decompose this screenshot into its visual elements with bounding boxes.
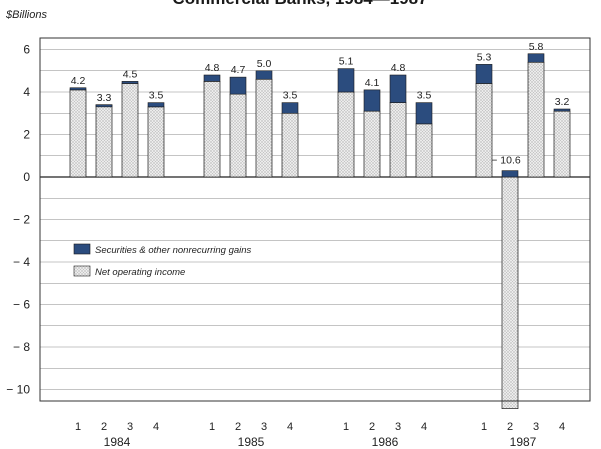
bar-net-operating xyxy=(415,123,433,178)
bar-securities-gains xyxy=(527,53,545,63)
bar-net-operating xyxy=(337,91,355,178)
data-label: 4.1 xyxy=(365,77,380,89)
x-tick-quarter: 3 xyxy=(261,421,267,433)
x-tick-year: 1986 xyxy=(372,435,399,449)
x-tick-quarter: 3 xyxy=(127,421,133,433)
x-tick-quarter: 2 xyxy=(507,421,513,433)
y-tick-label: − 6 xyxy=(13,298,30,312)
data-label: 5.8 xyxy=(529,41,544,53)
bar-net-operating xyxy=(203,81,221,178)
legend-swatch-securities xyxy=(73,243,91,255)
bar-net-operating xyxy=(553,110,571,178)
data-label: 3.5 xyxy=(417,90,432,102)
x-tick-quarter: 1 xyxy=(343,421,349,433)
bar-net-operating xyxy=(363,110,381,178)
bar-net-operating xyxy=(281,112,299,178)
bar-net-operating xyxy=(121,83,139,178)
data-labels: 4.2 3.3 4.5 3.5 4.8 4.7 5.0 3.5 5.1 4.1 4.8 3.5 5.3 −… xyxy=(71,41,570,167)
bar-net-operating xyxy=(527,61,545,178)
x-tick-quarter: 4 xyxy=(153,421,159,433)
data-label: 3.2 xyxy=(555,96,570,108)
legend-label-net-operating: Net operating income xyxy=(95,267,185,278)
bar-securities-gains xyxy=(337,68,355,93)
x-tick-year: 1984 xyxy=(104,435,131,449)
y-tick-label: 4 xyxy=(23,85,30,99)
y-tick-label: − 8 xyxy=(13,340,30,354)
data-label: 4.7 xyxy=(231,64,246,76)
x-tick-quarter: 4 xyxy=(559,421,565,433)
bar-securities-gains xyxy=(255,70,273,80)
data-label: 4.2 xyxy=(71,75,86,87)
plot-frame xyxy=(39,37,591,402)
x-tick-quarter: 4 xyxy=(421,421,427,433)
bar-net-operating xyxy=(69,89,87,178)
bar-securities-gains xyxy=(501,170,519,178)
data-label: 5.3 xyxy=(477,51,492,63)
data-label: 3.5 xyxy=(149,90,164,102)
x-tick-quarter: 3 xyxy=(395,421,401,433)
data-label: 4.8 xyxy=(205,62,220,74)
bar-net-operating xyxy=(147,106,165,178)
bar-net-operating xyxy=(255,78,273,178)
bars xyxy=(69,53,571,409)
bar-net-operating xyxy=(389,102,407,178)
y-axis-unit-label: $Billions xyxy=(5,9,47,21)
y-tick-label: − 2 xyxy=(13,213,30,227)
bar-securities-gains xyxy=(363,89,381,112)
x-tick-year: 1985 xyxy=(238,435,265,449)
bar-securities-gains xyxy=(553,108,571,112)
bar-securities-gains xyxy=(121,81,139,84)
x-tick-year: 1987 xyxy=(510,435,537,449)
bar-securities-gains xyxy=(389,74,407,103)
data-label: 5.1 xyxy=(339,56,354,68)
x-tick-quarter: 1 xyxy=(481,421,487,433)
legend-swatch-net-operating xyxy=(73,265,91,277)
data-label: 3.5 xyxy=(283,90,298,102)
data-label: 5.0 xyxy=(257,58,272,70)
bar-securities-gains xyxy=(475,64,493,84)
bar-net-operating xyxy=(95,104,113,178)
x-tick-quarter: 2 xyxy=(369,421,375,433)
bar-net-operating xyxy=(475,83,493,178)
x-tick-quarter: 3 xyxy=(533,421,539,433)
legend: Securities & other nonrecurring gains Ne… xyxy=(73,243,252,278)
y-tick-label: 0 xyxy=(23,170,30,184)
bar-securities-gains xyxy=(203,74,221,82)
x-tick-quarter: 1 xyxy=(75,421,81,433)
legend-label-securities: Securities & other nonrecurring gains xyxy=(95,245,252,256)
data-label: 4.8 xyxy=(391,62,406,74)
x-axis-ticks: 1 2 3 4 1984 1 2 3 4 1985 1 2 3 4 1986 1 2 3 4 1987 xyxy=(75,421,565,449)
bar-net-operating xyxy=(229,93,247,178)
x-tick-quarter: 4 xyxy=(287,421,293,433)
y-axis-ticks: 6 4 2 0 − 2 − 4 − 6 − 8 − 10 xyxy=(6,43,30,397)
data-label: 3.3 xyxy=(97,92,112,104)
x-tick-quarter: 1 xyxy=(209,421,215,433)
bar-net-operating xyxy=(501,176,519,409)
chart-title: Commercial Banks, 1984—1987 xyxy=(172,0,427,8)
y-tick-label: − 4 xyxy=(13,255,30,269)
x-tick-quarter: 2 xyxy=(101,421,107,433)
y-tick-label: 6 xyxy=(23,43,30,57)
data-label: 4.5 xyxy=(123,68,138,80)
y-tick-label: − 10 xyxy=(6,383,30,397)
bar-securities-gains xyxy=(95,104,113,108)
bar-securities-gains xyxy=(147,102,165,108)
y-tick-label: 2 xyxy=(23,128,30,142)
x-tick-quarter: 2 xyxy=(235,421,241,433)
data-label: − 10.6 xyxy=(491,155,521,167)
bar-securities-gains xyxy=(415,102,433,125)
bar-securities-gains xyxy=(281,102,299,114)
bar-securities-gains xyxy=(229,76,247,95)
bar-securities-gains xyxy=(69,87,87,91)
